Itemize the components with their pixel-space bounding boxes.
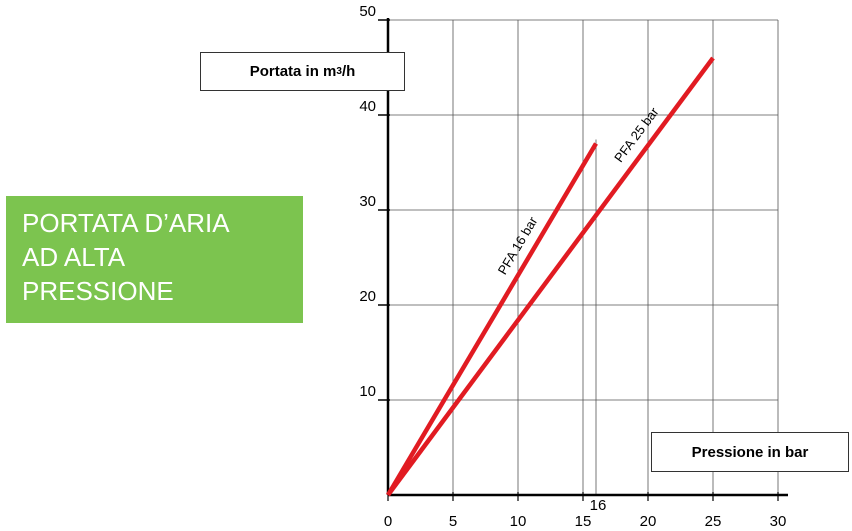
y-axis-label-box: Portata in m 3/h [200, 52, 405, 91]
title-line-3: PRESSIONE [22, 276, 174, 306]
title-line-1: PORTATA D’ARIA [22, 208, 230, 238]
x-tick-label: 10 [510, 513, 527, 530]
y-tick-label: 40 [359, 98, 376, 115]
x-tick-label: 15 [575, 513, 592, 530]
x-tick-label: 5 [449, 513, 457, 530]
y-tick-label: 20 [359, 288, 376, 305]
x-axis-label-box: Pressione in bar [651, 432, 849, 472]
title-line-2: AD ALTA [22, 242, 126, 272]
y-axis-label-sup: 3 [336, 66, 342, 77]
y-tick-label: 10 [359, 383, 376, 400]
x-tick-label: 25 [705, 513, 722, 530]
y-axis-label: Portata in m [249, 63, 337, 80]
y-axis-label-suffix: /h [341, 63, 356, 80]
series-line [386, 142, 598, 497]
series-line [386, 56, 715, 497]
x-tick-label-16: 16 [590, 497, 607, 514]
y-tick-label: 50 [359, 3, 376, 20]
x-tick-label: 30 [770, 513, 787, 530]
x-axis-label: Pressione in bar [691, 443, 809, 461]
chart-title-box: PORTATA D’ARIA AD ALTA PRESSIONE [6, 196, 303, 323]
x-tick-label: 20 [640, 513, 657, 530]
y-tick-label: 30 [359, 193, 376, 210]
x-tick-label: 0 [384, 513, 392, 530]
